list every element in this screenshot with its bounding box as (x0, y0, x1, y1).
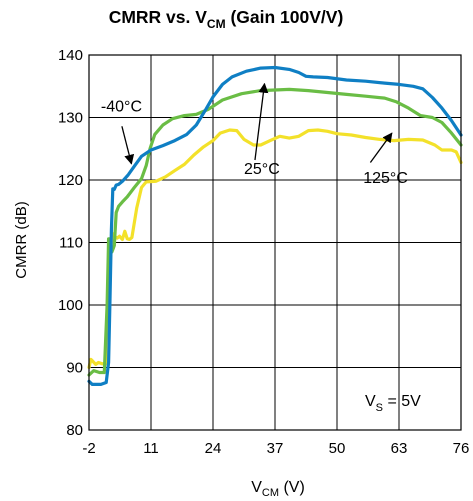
x-tick-label: 50 (329, 440, 346, 457)
x-axis-label-tail: (V) (279, 479, 305, 496)
vs-note-main: V (365, 393, 376, 410)
chart-title: CMRR vs. VCM (Gain 100V/V) (109, 7, 344, 31)
chart-title-main: CMRR vs. V (109, 7, 208, 27)
grid (88, 54, 462, 431)
annotation-label: -40°C (101, 98, 142, 115)
vs-note-sub: S (376, 402, 383, 414)
x-tick-label: 24 (205, 440, 222, 457)
x-axis-label: VCM (V) (251, 479, 305, 499)
y-axis-label: CMRR (dB) (13, 201, 30, 279)
x-tick-label: 63 (391, 440, 408, 457)
y-tick-label: 110 (59, 235, 83, 252)
plot-frame (88, 54, 462, 431)
x-tick-label: 37 (267, 440, 284, 457)
series-line-0 (87, 65, 463, 386)
vs-note-tail: = 5V (383, 393, 421, 410)
x-tick-label: 11 (143, 440, 159, 457)
annotation-arrow-1 (254, 82, 269, 161)
x-axis-label-main: V (251, 479, 262, 496)
tick-labels: -2 11 24 37 50 63 76 80 90 100 110 120 130 140 (58, 47, 469, 457)
y-tick-label: 90 (66, 360, 83, 377)
y-tick-label: 80 (66, 422, 83, 439)
y-tick-label: 140 (58, 47, 83, 64)
x-tick-label: -2 (82, 440, 95, 457)
x-tick-label: 76 (453, 440, 470, 457)
y-tick-label: 100 (58, 297, 83, 314)
chart-title-sub: CM (207, 17, 226, 31)
x-axis-label-sub: CM (262, 487, 279, 499)
series-group (87, 65, 463, 386)
annotation-arrow-0 (121, 126, 135, 165)
annotation-label: 125°C (363, 170, 408, 187)
annotation-label: 25°C (244, 161, 280, 178)
y-tick-label: 120 (58, 172, 83, 189)
annotation-arrow-2 (369, 132, 393, 163)
annotations: -40°C 25°C 125°C (101, 82, 408, 187)
y-tick-label: 130 (58, 110, 83, 127)
chart-title-tail: (Gain 100V/V) (226, 7, 344, 27)
vs-note: VS = 5V (365, 393, 421, 414)
